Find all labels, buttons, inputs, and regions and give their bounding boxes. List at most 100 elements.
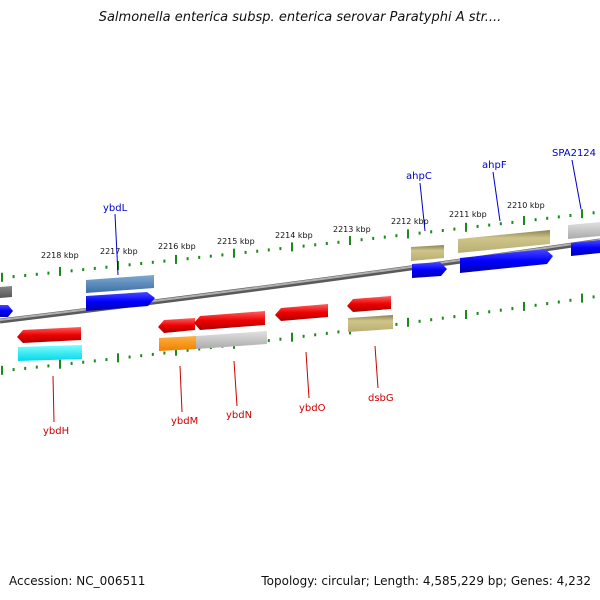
minor-tick <box>24 274 27 277</box>
minor-tick <box>441 316 444 320</box>
gene-feature[interactable] <box>86 275 154 293</box>
minor-tick <box>418 231 421 235</box>
gene-arrow[interactable] <box>571 240 600 256</box>
tick-label: 2217 kbp <box>100 247 138 256</box>
minor-tick <box>163 259 166 263</box>
major-tick <box>59 359 61 369</box>
gene-feature[interactable] <box>159 336 196 351</box>
minor-tick <box>128 355 131 359</box>
gene-arrow[interactable] <box>194 311 265 330</box>
gene-label-ahpC[interactable]: ahpC <box>406 171 432 182</box>
tick-label: 2215 kbp <box>217 237 255 246</box>
gene-arrow[interactable] <box>460 249 553 273</box>
tick-label: 2210 kbp <box>507 201 545 210</box>
minor-tick <box>546 216 549 220</box>
minor-tick <box>372 236 375 240</box>
gene-arrow[interactable] <box>0 305 13 317</box>
minor-tick <box>198 255 201 259</box>
gene-label-ybdH[interactable]: ybdH <box>43 426 69 437</box>
minor-tick <box>82 268 85 272</box>
gene-feature[interactable] <box>458 230 550 253</box>
minor-tick <box>488 223 491 227</box>
reverse-strand-features <box>17 296 393 361</box>
gene-arrow[interactable] <box>17 327 81 343</box>
gene-feature[interactable] <box>196 331 267 349</box>
gene-arrow[interactable] <box>86 292 155 311</box>
minor-tick <box>488 310 491 314</box>
tick-label: 2212 kbp <box>391 217 429 226</box>
minor-tick <box>186 257 189 261</box>
gene-arrow[interactable] <box>347 296 391 312</box>
gene-arrow[interactable] <box>275 304 328 321</box>
minor-tick <box>395 322 398 326</box>
minor-tick <box>93 266 96 270</box>
minor-tick <box>314 243 317 247</box>
minor-tick <box>82 360 85 364</box>
minor-tick <box>70 361 73 365</box>
major-tick <box>349 236 351 245</box>
minor-tick <box>337 330 340 334</box>
minor-tick <box>151 352 154 356</box>
gene-label-ahpF[interactable]: ahpF <box>482 160 507 171</box>
reverse-gene-labels: ybdH ybdM ybdN ybdO dsbG <box>43 345 394 437</box>
minor-tick <box>383 235 386 239</box>
tick-labels: 2218 kbp 2217 kbp 2216 kbp 2215 kbp 2214… <box>41 201 545 260</box>
minor-tick <box>12 275 15 279</box>
minor-tick <box>476 224 479 228</box>
minor-tick <box>279 337 282 341</box>
gene-label-ybdO[interactable]: ybdO <box>299 403 326 414</box>
minor-tick <box>534 303 537 307</box>
minor-tick <box>128 263 131 267</box>
minor-tick <box>569 214 572 217</box>
gene-feature[interactable] <box>348 315 393 332</box>
gene-label-ybdN[interactable]: ybdN <box>226 410 252 421</box>
gene-feature[interactable] <box>411 245 444 261</box>
minor-tick <box>209 254 212 258</box>
gene-label-ybdL[interactable]: ybdL <box>103 203 128 214</box>
tick-label: 2216 kbp <box>158 242 196 251</box>
gene-feature[interactable] <box>18 345 82 361</box>
major-tick <box>465 310 467 319</box>
gene-arrow[interactable] <box>412 262 447 278</box>
major-tick <box>175 254 177 264</box>
minor-tick <box>592 295 595 299</box>
minor-tick <box>12 368 15 372</box>
minor-tick <box>534 218 537 222</box>
map-title: Salmonella enterica subsp. enterica sero… <box>98 10 502 25</box>
minor-tick <box>163 351 166 355</box>
minor-tick <box>70 269 73 273</box>
minor-tick <box>47 364 50 368</box>
tick-label: 2218 kbp <box>41 251 79 260</box>
minor-tick <box>511 307 514 311</box>
major-tick <box>291 242 293 252</box>
minor-tick <box>221 253 224 257</box>
genome-summary-text: Topology: circular; Length: 4,585,229 bp… <box>261 574 591 588</box>
major-tick <box>59 266 61 276</box>
minor-tick <box>360 238 363 242</box>
gene-feature[interactable] <box>568 222 600 239</box>
major-tick <box>117 353 119 363</box>
minor-tick <box>256 249 259 253</box>
gene-label-SPA2124[interactable]: SPA2124 <box>552 148 596 159</box>
minor-tick <box>546 302 549 306</box>
gene-feature[interactable] <box>0 286 12 298</box>
minor-tick <box>592 211 595 215</box>
minor-tick <box>302 244 305 248</box>
major-tick <box>175 346 177 356</box>
major-tick <box>291 332 293 342</box>
minor-tick <box>186 348 189 352</box>
minor-tick <box>93 359 96 363</box>
minor-tick <box>337 240 340 244</box>
minor-tick <box>24 366 27 370</box>
gene-label-dsbG[interactable]: dsbG <box>368 393 394 404</box>
minor-tick <box>314 333 317 337</box>
gene-arrow[interactable] <box>158 318 195 333</box>
minor-tick <box>140 262 143 265</box>
major-tick <box>581 209 583 219</box>
major-tick <box>407 229 409 239</box>
minor-tick <box>569 298 572 302</box>
minor-tick <box>302 334 305 338</box>
minor-tick <box>499 308 502 312</box>
gene-label-ybdM[interactable]: ybdM <box>171 416 198 427</box>
